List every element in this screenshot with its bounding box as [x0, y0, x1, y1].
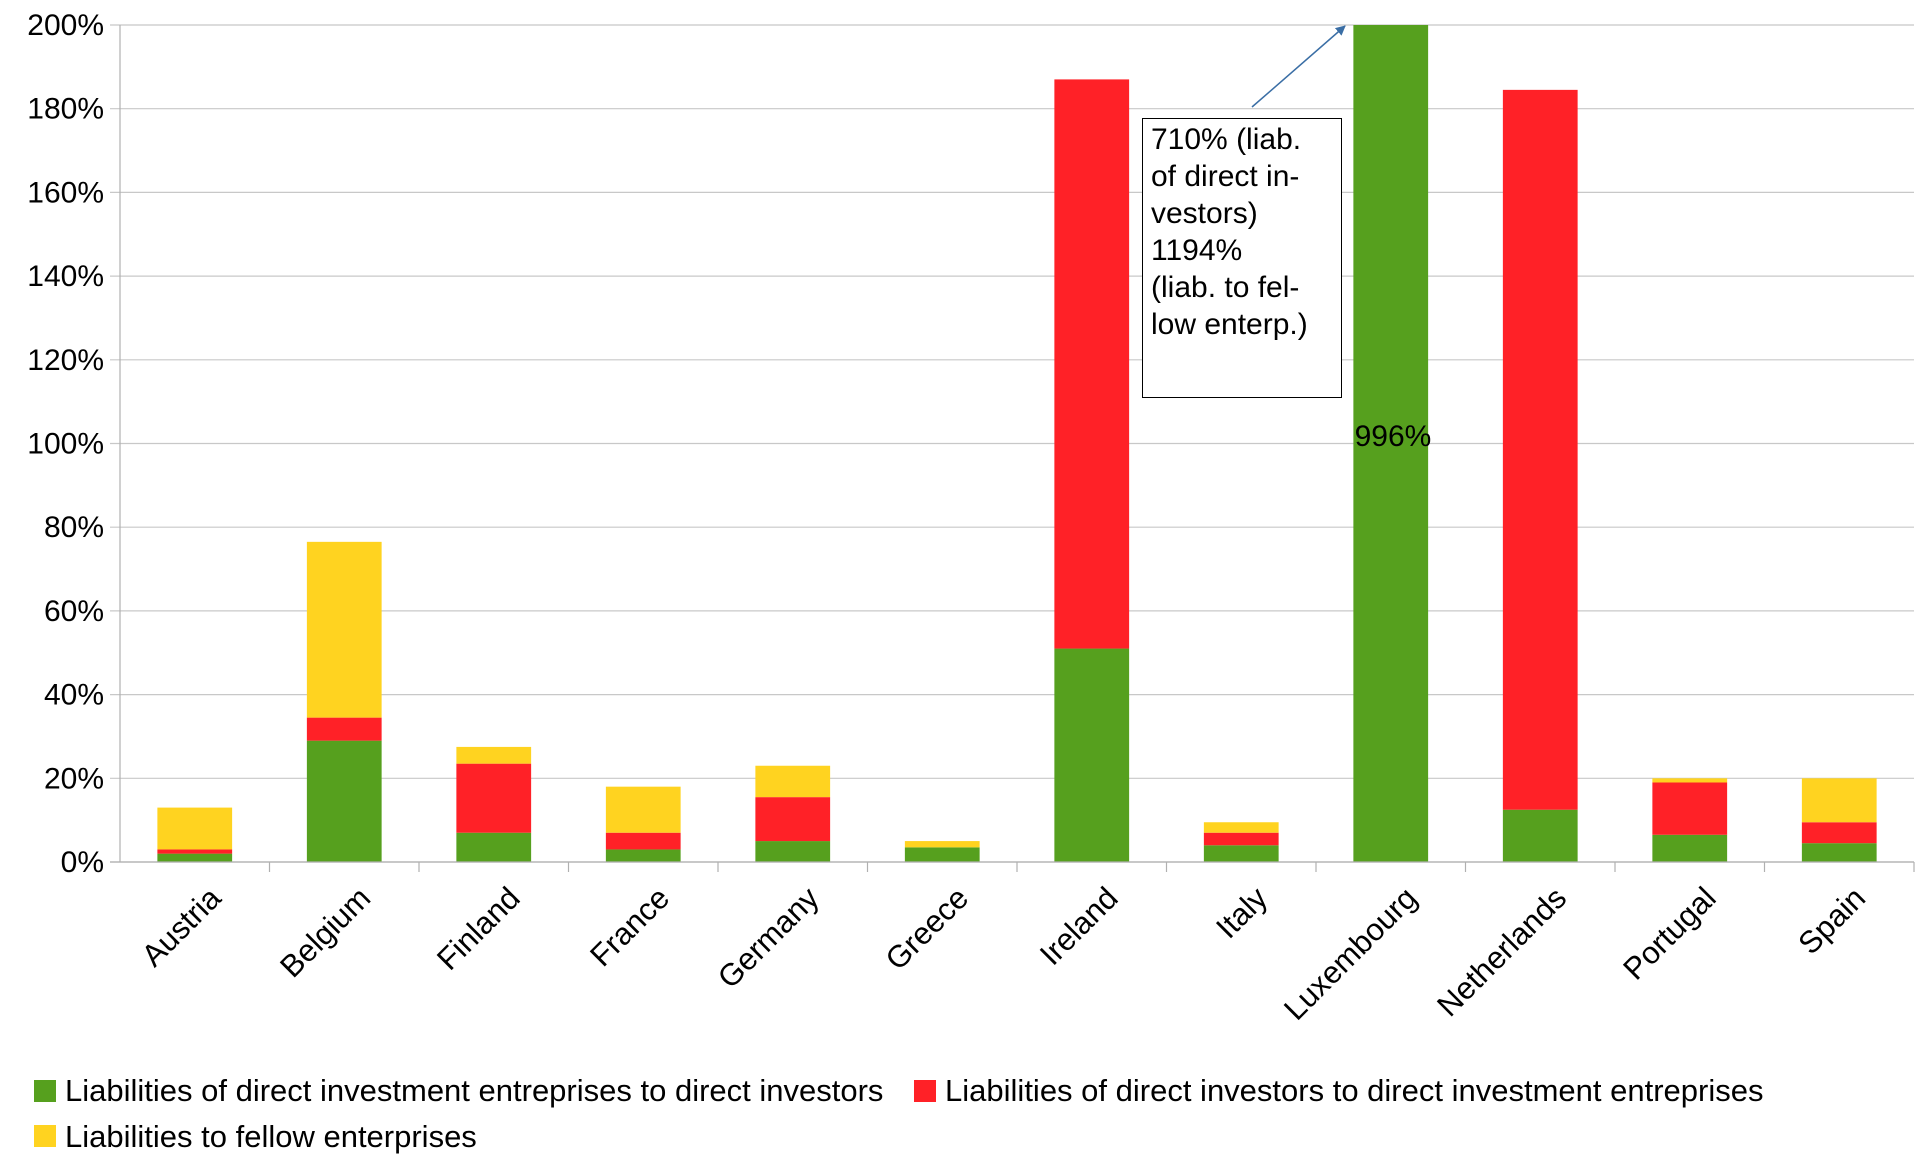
x-tick-label: Belgium [273, 880, 377, 984]
bar-finland-series-2 [456, 746, 532, 764]
bar-ireland-series-0 [1054, 648, 1130, 862]
y-tick-label: 80% [44, 511, 104, 544]
bar-germany-series-2 [755, 765, 831, 798]
bar-portugal-series-2 [1652, 778, 1728, 783]
gridlines [110, 24, 1914, 863]
bar-finland-series-0 [456, 832, 532, 862]
bar-belgium-series-1 [306, 717, 382, 741]
bar-france-series-1 [605, 832, 681, 850]
bar-spain-series-2 [1801, 778, 1877, 823]
bar-italy-series-2 [1203, 822, 1279, 833]
bar-germany-series-0 [755, 841, 831, 862]
y-tick-label: 100% [27, 428, 104, 461]
y-tick-label: 40% [44, 679, 104, 712]
legend-label: Liabilities to fellow enterprises [65, 1118, 477, 1154]
x-tick-label: Finland [430, 880, 527, 977]
bar-portugal-series-1 [1652, 782, 1728, 835]
bar-luxembourg-series-0 [1353, 25, 1429, 862]
bar-ireland-series-1 [1054, 79, 1130, 649]
y-axis: 0% 20% 40% 60% 80% 100% 120% 140% 160% 180% 200% [27, 9, 121, 879]
bar-spain-series-0 [1801, 843, 1877, 862]
bar-portugal-series-0 [1652, 834, 1728, 862]
legend-swatch [34, 1079, 56, 1102]
bar-france-series-0 [605, 849, 681, 862]
bar-italy-series-0 [1203, 845, 1279, 862]
legend-item-direct-investors: Liabilities of direct investment entrepr… [34, 1068, 883, 1113]
x-tick-label: Austria [135, 880, 229, 974]
y-tick-label: 140% [27, 260, 104, 293]
y-tick-label: 160% [27, 176, 104, 209]
x-tick-label: Italy [1209, 880, 1274, 945]
bar-greece-series-2 [904, 841, 980, 848]
x-tick-label: Portugal [1616, 880, 1722, 986]
annotation-note: 710% (liab. of direct in- vestors) 1194%… [1142, 118, 1342, 398]
legend-item-direct-investment-entreprises: Liabilities of direct investors to direc… [914, 1068, 1763, 1113]
legend-label: Liabilities of direct investment entrepr… [65, 1073, 884, 1108]
stacked-bar-chart: 0% 20% 40% 60% 80% 100% 120% 140% 160% 180% 200% A… [27, 9, 1915, 1027]
legend-item-fellow-enterprises: Liabilities to fellow enterprises [34, 1114, 477, 1159]
x-tick-label: Luxembourg [1277, 880, 1424, 1027]
bar-belgium-series-0 [306, 740, 382, 862]
y-tick-label: 200% [27, 9, 104, 42]
bar-austria-series-0 [157, 853, 233, 862]
y-tick-label: 60% [44, 595, 104, 628]
bar-finland-series-1 [456, 763, 532, 833]
x-axis: Austria Belgium Finland France Germany Greece… [110, 861, 1915, 1027]
bars [157, 25, 1877, 862]
y-tick-label: 180% [27, 93, 104, 126]
bar-austria-series-1 [157, 849, 233, 854]
x-tick-label: Spain [1791, 880, 1872, 961]
annotation-arrow [1251, 25, 1346, 108]
x-tick-label: Netherlands [1430, 880, 1573, 1023]
bar-france-series-2 [605, 786, 681, 833]
bar-netherlands-series-1 [1502, 89, 1578, 810]
legend: Liabilities of direct investment entrepr… [34, 1068, 1904, 1159]
bar-netherlands-series-0 [1502, 809, 1578, 862]
legend-label: Liabilities of direct investors to direc… [945, 1073, 1764, 1108]
x-tick-label: Ireland [1033, 880, 1125, 972]
bar-spain-series-1 [1801, 822, 1877, 844]
y-tick-label: 120% [27, 344, 104, 377]
legend-swatch [34, 1125, 56, 1147]
x-tick-label: Germany [711, 880, 826, 995]
bar-belgium-series-2 [306, 541, 382, 718]
bar-italy-series-1 [1203, 832, 1279, 846]
y-tick-label: 20% [44, 762, 104, 795]
y-tick-label: 0% [61, 846, 104, 879]
x-tick-label: Greece [879, 880, 976, 977]
bar-germany-series-1 [755, 797, 831, 842]
luxembourg-bar-label: 996% [1354, 420, 1432, 453]
x-tick-label: France [583, 880, 676, 973]
bar-greece-series-0 [904, 847, 980, 862]
bar-austria-series-2 [157, 807, 233, 850]
legend-swatch [914, 1079, 937, 1102]
